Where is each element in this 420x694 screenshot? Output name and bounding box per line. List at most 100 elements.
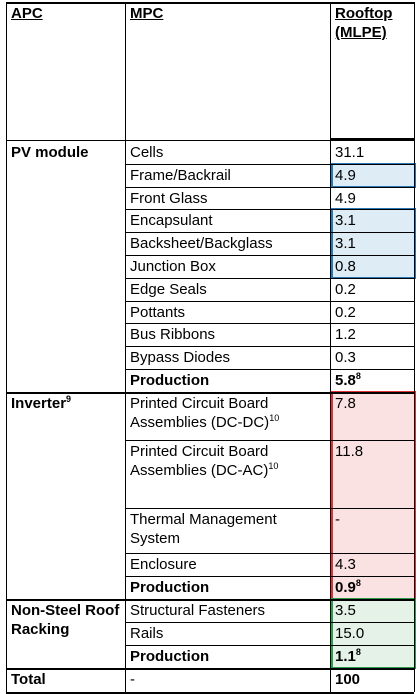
cell: 4.9: [330, 164, 414, 187]
cell: Inverter9: [6, 392, 125, 599]
cell-text: PV module: [11, 144, 89, 161]
cell-text: 4.9: [335, 189, 356, 207]
cell: Thermal Management System: [125, 508, 330, 553]
cell: 11.8: [330, 440, 414, 508]
footnote-ref: 9: [66, 394, 72, 404]
rule: [6, 392, 414, 394]
cell: Edge Seals: [125, 278, 330, 301]
cell: Pottants: [125, 301, 330, 324]
cell: Frame/Backrail: [125, 164, 330, 187]
rule: [125, 576, 414, 577]
cell: 7.8: [330, 392, 414, 440]
cell: 0.3: [330, 346, 414, 369]
cell-text: Encapsulant: [130, 212, 213, 230]
cell: Rails: [125, 622, 330, 645]
cell-text: Cells: [130, 144, 164, 161]
cell-text: 4.3: [335, 556, 356, 573]
cell-text: 15.0: [335, 625, 365, 642]
rule: [125, 440, 414, 441]
cell: Production: [125, 576, 330, 599]
cell-text: 31.1: [335, 144, 365, 161]
rule: [5, 2, 7, 692]
cell: MPC: [125, 2, 330, 140]
rule: [124, 2, 126, 692]
cell: 3.1: [330, 232, 414, 255]
cell: APC: [6, 2, 125, 140]
cell: Backsheet/Backglass: [125, 232, 330, 255]
cell: PV module: [6, 141, 125, 392]
cell: Structural Fasteners: [125, 599, 330, 622]
cell-text: Inverter: [11, 395, 67, 412]
cell: 100: [330, 668, 414, 692]
footnote-ref: 8: [355, 647, 361, 657]
cell-text: 3.1: [335, 235, 356, 253]
cell-text: 0.2: [335, 303, 356, 321]
cell: 0.98: [330, 576, 414, 599]
cell-text: -: [335, 511, 340, 528]
cell-text: 5.8: [335, 372, 356, 389]
cell: Cells: [125, 141, 330, 164]
cell-text: 7.8: [335, 395, 356, 412]
cell-text: 0.8: [335, 258, 356, 275]
cell-text: Production: [130, 648, 210, 665]
cell: 1.18: [330, 645, 414, 668]
footnote-ref: 10: [269, 413, 280, 423]
rule: [6, 668, 414, 670]
cell: Bus Ribbons: [125, 323, 330, 346]
footnote-ref: 8: [355, 371, 361, 381]
rule: [125, 645, 414, 646]
rule: [125, 346, 414, 348]
cell: Production: [125, 645, 330, 668]
rule: [125, 209, 414, 211]
rule: [125, 323, 414, 325]
cell-text: Rails: [130, 625, 164, 642]
cell: Front Glass: [125, 187, 330, 210]
cell-text: Edge Seals: [130, 280, 207, 298]
cell: 5.88: [330, 369, 414, 392]
cell-text: Production: [130, 372, 210, 389]
footnote-ref: 10: [268, 461, 279, 471]
rule: [125, 255, 414, 256]
rule: [329, 2, 331, 692]
rule: [125, 232, 414, 234]
rule: [125, 277, 414, 279]
rule: [6, 692, 414, 694]
cell: Rooftop (MLPE): [330, 2, 414, 140]
rule: [125, 186, 414, 188]
rule: [413, 2, 415, 692]
highlight-box: [331, 598, 416, 669]
rule: [330, 138, 414, 141]
cell-text: 4.9: [335, 166, 356, 184]
cell: 3.5: [330, 599, 414, 622]
cell: Printed Circuit Board Assemblies (DC-AC)…: [125, 440, 330, 508]
rule: [125, 300, 414, 302]
cell-text: 100: [335, 671, 361, 688]
cell: -: [125, 668, 330, 692]
cell: Enclosure: [125, 553, 330, 576]
cell-text: Total: [11, 671, 46, 688]
cell: Bypass Diodes: [125, 346, 330, 369]
cell: 1.2: [330, 323, 414, 346]
cell: Junction Box: [125, 255, 330, 278]
rule: [6, 2, 414, 4]
rule: [125, 163, 414, 165]
cell-text: Enclosure: [130, 556, 197, 573]
cell-text: Bypass Diodes: [130, 349, 231, 367]
cell: 0.2: [330, 278, 414, 301]
cell-text: Backsheet/Backglass: [130, 235, 273, 253]
cell-text: Non-Steel Roof Racking: [11, 602, 120, 638]
cell: 4.3: [330, 553, 414, 576]
cell-text: -: [130, 671, 135, 688]
cell: Encapsulant: [125, 209, 330, 232]
cell-text: Printed Circuit Board Assemblies (DC-DC): [130, 395, 270, 431]
cell-text: Thermal Management System: [130, 511, 277, 547]
cell: 4.9: [330, 187, 414, 210]
cell: Printed Circuit Board Assemblies (DC-DC)…: [125, 392, 330, 440]
cell: 15.0: [330, 622, 414, 645]
cell: Non-Steel Roof Racking: [6, 599, 125, 668]
cell: -: [330, 508, 414, 553]
cell: 0.2: [330, 301, 414, 324]
cell-text: APC: [11, 5, 43, 22]
cell: Total: [6, 668, 125, 692]
